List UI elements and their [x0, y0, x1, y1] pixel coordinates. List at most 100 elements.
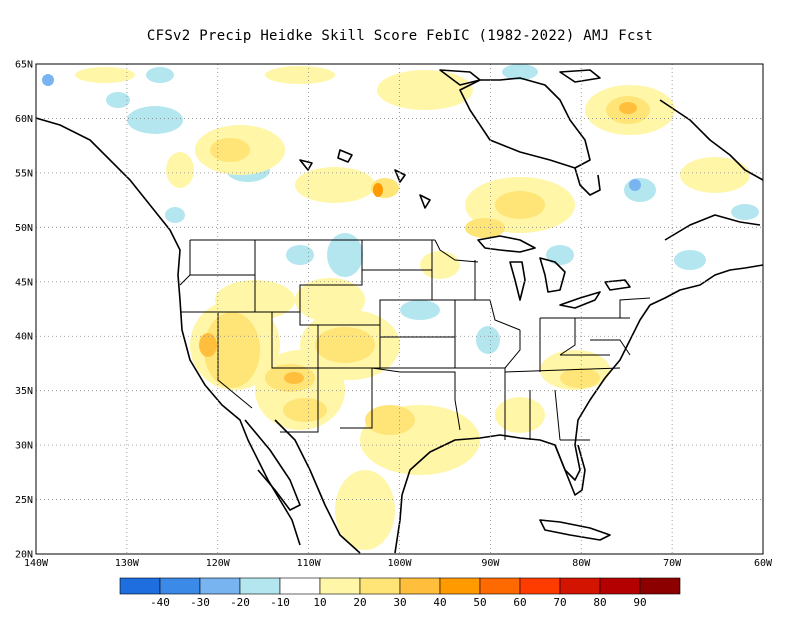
colorbar-swatch [239, 577, 281, 595]
positive-skill-area [495, 397, 545, 433]
colorbar-swatch [279, 577, 321, 595]
lake-superior [477, 235, 536, 253]
positive-skill-core [315, 327, 375, 363]
positive-skill-area [680, 157, 750, 193]
longitude-tick-labels: 140W 130W 120W 110W 100W 90W 80W 70W 60W [24, 558, 773, 569]
negative-skill-area [165, 207, 185, 223]
colorbar-swatch [159, 577, 201, 595]
northeast-coast [649, 264, 763, 306]
lat-tick-label: 65N [15, 60, 33, 71]
negative-skill-core [629, 179, 641, 191]
colorbar-label: 20 [353, 596, 366, 609]
negative-skill-area [476, 326, 500, 354]
positive-skill-area [295, 278, 365, 322]
lake-ontario [604, 279, 631, 291]
mexico-west-coast [274, 419, 361, 554]
negative-skill-area [127, 106, 183, 134]
lat-tick-label: 20N [15, 550, 33, 561]
lon-tick-label: 90W [481, 558, 500, 569]
lake-michigan [509, 261, 526, 301]
negative-skill-area [731, 204, 759, 220]
state-borders [179, 239, 651, 441]
negative-skill-area [624, 178, 656, 202]
positive-skill-peak [284, 372, 304, 384]
positive-skill-area [420, 251, 460, 279]
lon-tick-label: 100W [387, 558, 412, 569]
negative-skill-area [400, 300, 440, 320]
negative-skill-area [327, 233, 363, 277]
labrador-coast [659, 99, 763, 181]
colorbar-swatch [439, 577, 481, 595]
colorbar: -40 -30 -20 -10 10 20 30 40 50 60 70 80 90 [119, 577, 681, 609]
colorbar-swatch [319, 577, 361, 595]
positive-skill-core [465, 218, 505, 238]
lon-tick-label: 130W [115, 558, 140, 569]
colorbar-label: -40 [150, 596, 170, 609]
lon-tick-label: 120W [206, 558, 231, 569]
florida-coast [554, 444, 586, 496]
negative-skill-area [502, 64, 538, 80]
positive-skill-area [75, 67, 135, 83]
lake-outline [337, 149, 353, 163]
colorbar-swatch [119, 577, 161, 595]
st-lawrence-gulf [664, 214, 761, 241]
negative-skill-area [546, 245, 574, 265]
colorbar-swatch [479, 577, 521, 595]
lake-outline [299, 159, 313, 171]
negative-skill-area [146, 67, 174, 83]
pacific-coast [36, 117, 301, 546]
positive-skill-core [283, 398, 327, 422]
colorbar-swatch [399, 577, 441, 595]
map-title: CFSv2 Precip Heidke Skill Score FebIC (1… [146, 28, 654, 44]
skill-shading [42, 64, 759, 550]
gridlines [35, 63, 764, 555]
arctic-island [439, 69, 481, 86]
colorbar-label: 70 [553, 596, 566, 609]
lon-tick-label: 110W [297, 558, 322, 569]
colorbar-label: -30 [190, 596, 210, 609]
positive-skill-area [335, 470, 395, 550]
positive-skill-core [495, 191, 545, 219]
colorbar-label: 30 [393, 596, 406, 609]
lake-huron [539, 257, 566, 293]
negative-skill-area [286, 245, 314, 265]
colorbar-swatch [519, 577, 561, 595]
positive-skill-core [210, 138, 250, 162]
colorbar-swatch [559, 577, 601, 595]
colorbar-swatch [199, 577, 241, 595]
positive-skill-area [166, 152, 194, 188]
lon-tick-label: 60W [754, 558, 773, 569]
cuba-coast [539, 519, 611, 541]
positive-skill-peak [199, 333, 217, 357]
lake-outline [419, 194, 431, 209]
negative-skill-area [674, 250, 706, 270]
lat-tick-label: 50N [15, 223, 33, 234]
lat-tick-label: 25N [15, 495, 33, 506]
positive-skill-peak [619, 102, 637, 114]
lake-outline [394, 169, 406, 183]
colorbar-swatch [599, 577, 641, 595]
latitude-tick-labels: 20N 25N 30N 35N 40N 45N 50N 55N 60N 65N [15, 60, 33, 561]
colorbar-label: 90 [633, 596, 646, 609]
lake-erie [559, 291, 601, 309]
lat-tick-label: 60N [15, 114, 33, 125]
lat-tick-label: 40N [15, 332, 33, 343]
lon-tick-label: 80W [572, 558, 591, 569]
lon-tick-label: 140W [24, 558, 49, 569]
colorbar-swatch [359, 577, 401, 595]
colorbar-swatch [639, 577, 681, 595]
hudson-bay [459, 77, 591, 169]
colorbar-label: 80 [593, 596, 606, 609]
lat-tick-label: 55N [15, 168, 33, 179]
lat-tick-label: 45N [15, 277, 33, 288]
plot-frame [35, 63, 764, 555]
lon-tick-label: 70W [663, 558, 682, 569]
positive-skill-peak [373, 183, 383, 197]
positive-skill-area [377, 70, 473, 110]
baja-coast [244, 419, 301, 511]
james-bay [574, 167, 601, 196]
lat-tick-label: 30N [15, 441, 33, 452]
colorbar-label: 40 [433, 596, 446, 609]
colorbar-label: 60 [513, 596, 526, 609]
colorbar-label: -20 [230, 596, 250, 609]
